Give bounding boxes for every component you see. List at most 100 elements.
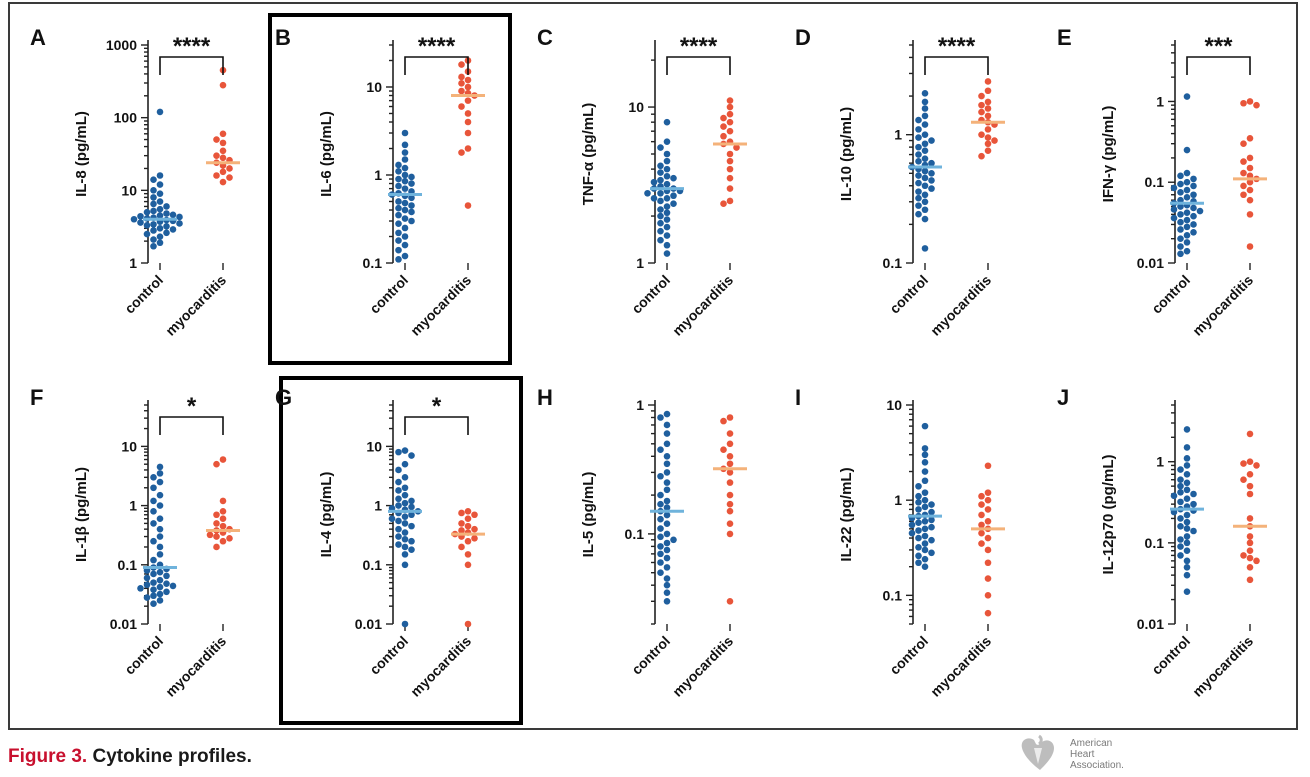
data-point [395,237,402,244]
data-point [464,145,472,152]
data-point [408,194,415,202]
category-label: control [628,633,673,678]
data-point [156,576,164,584]
data-point [984,98,992,106]
data-point [915,527,922,534]
panel-letter: F [30,385,43,410]
data-point [921,112,929,120]
significance-bracket [1186,56,1251,75]
data-point [458,543,465,551]
data-point [921,105,929,112]
data-point [395,487,402,494]
data-point [1177,498,1184,506]
data-point [978,108,985,116]
category-label: control [366,272,411,317]
data-point [921,445,929,452]
data-point [156,491,164,499]
data-point [726,598,734,605]
data-point [1246,243,1254,250]
data-point [464,118,472,126]
category-label: myocarditis [1189,272,1256,339]
category-label: myocarditis [162,272,229,339]
data-point [401,499,409,507]
data-point [670,174,677,182]
data-point [984,517,992,525]
tick-label: 0.1 [1145,535,1165,551]
data-point [1246,186,1254,194]
data-point [1196,207,1204,215]
data-point [1177,211,1184,218]
data-point [1253,101,1260,109]
data-point [1183,462,1191,469]
data-point [156,172,164,179]
data-point [219,130,227,138]
data-point [726,414,734,421]
data-point [921,468,929,475]
significance-stars: **** [418,33,456,60]
data-point [395,246,402,254]
data-point [150,537,157,545]
data-point [1183,511,1191,519]
data-point [984,87,992,95]
data-point [921,174,929,182]
data-point [464,537,472,545]
data-point [663,440,671,448]
caption-label: Figure 3. [8,746,88,767]
data-point [663,250,671,257]
highlight-box [268,13,512,365]
data-point [928,549,935,557]
data-point [464,76,472,84]
data-point [395,466,402,474]
data-point [156,108,164,116]
aha-line-1: American [1070,738,1113,749]
data-point [163,203,170,210]
data-point [464,551,472,558]
tick-label: 1 [129,255,137,271]
tick-label: 0.01 [110,616,137,632]
data-point [1177,488,1184,496]
tick-label: 1 [894,127,902,143]
data-point [401,149,409,156]
panel-A: A 1 10 100 1000 IL-8 (pg/mL) controlmyocarditi… [30,25,240,339]
data-point [921,532,929,540]
significance-bracket [159,56,224,75]
data-point [657,491,664,499]
data-point [1190,490,1197,498]
data-point [921,546,929,554]
y-axis-label: IL-22 (pg/mL) [838,467,855,561]
data-point [1183,455,1191,462]
data-point [915,202,922,209]
data-point [726,174,734,182]
significance-bracket [924,56,989,75]
data-point [921,90,929,97]
data-point [921,477,929,485]
data-point [1190,191,1197,199]
tick-label: 10 [366,79,382,95]
data-point [1190,204,1197,212]
data-point [1253,557,1260,565]
data-point [657,515,664,523]
data-point [464,522,472,530]
data-point [663,138,671,145]
data-point [130,215,138,223]
data-point [663,232,671,239]
data-point [1177,172,1184,180]
panel-G: G 0.01 0.1 1 10 IL-4 (pg/mL) controlmyocarditi… [275,376,523,725]
data-point [1177,243,1184,250]
data-point [143,594,151,601]
data-point [1177,536,1184,543]
data-point [219,515,227,523]
y-axis-label: IL-8 (pg/mL) [73,111,90,197]
data-point [163,210,170,217]
data-point [1183,479,1191,487]
data-point [395,168,402,175]
data-point [921,167,929,175]
data-point [395,541,402,548]
data-point [921,489,929,496]
data-point [458,509,465,517]
data-point [657,212,664,220]
data-point [984,462,992,470]
data-point [1246,154,1254,162]
data-point [657,500,664,508]
category-label: control [886,633,931,678]
